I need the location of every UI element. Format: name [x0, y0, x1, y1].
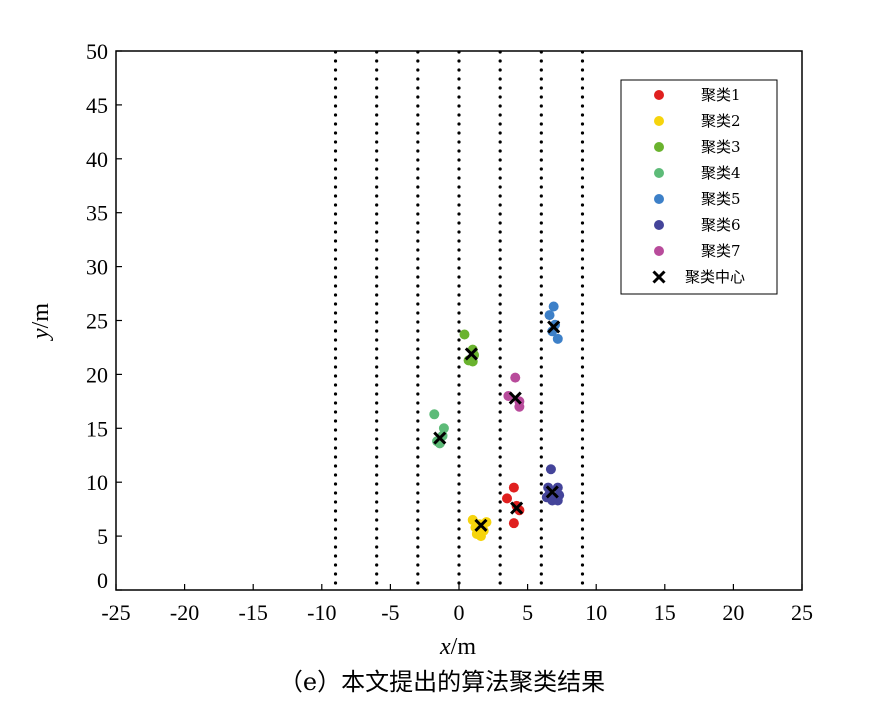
y-axis-var: y: [28, 328, 54, 341]
y-tick-label: 50: [86, 39, 108, 64]
x-tick-label: -15: [239, 600, 268, 625]
legend-box: [620, 79, 778, 295]
x-axis-var: x: [439, 634, 451, 660]
x-tick-label: 15: [654, 600, 676, 625]
y-tick-label: 45: [86, 93, 108, 118]
lane-lines: [333, 50, 585, 591]
legend-marker-2: [654, 116, 664, 126]
legend-label: 聚类1: [701, 86, 741, 104]
cluster-7-point: [510, 372, 521, 383]
cluster-center-marker: [545, 485, 559, 499]
y-tick-label: 30: [86, 255, 108, 280]
figure-caption: （e）本文提出的算法聚类结果: [278, 668, 606, 696]
legend-label: 聚类5: [701, 190, 741, 208]
cluster-6-point: [552, 495, 563, 506]
y-tick-label: 10: [86, 470, 108, 495]
legend-label: 聚类3: [701, 138, 741, 156]
cluster-center-marker: [547, 320, 561, 334]
legend-label: 聚类7: [701, 242, 741, 260]
x-tick-label: 20: [722, 600, 744, 625]
y-tick-label: 40: [86, 147, 108, 172]
x-tick-label: 10: [585, 600, 607, 625]
cluster-5-point: [552, 333, 563, 344]
y-tick-label: 20: [86, 362, 108, 387]
x-tick-label: -20: [170, 600, 199, 625]
y-axis-ticks: 0 5 10 15 20 25 30 35 40 45 50: [86, 39, 122, 593]
y-tick-label: 0: [97, 568, 108, 593]
cluster-5-point: [544, 310, 555, 321]
x-axis-label: x/m: [439, 634, 476, 660]
cluster-5-point: [548, 301, 559, 312]
x-tick-label: 0: [454, 600, 465, 625]
cluster-3-point: [459, 329, 470, 340]
cluster-4-point: [438, 423, 449, 434]
cluster-2-point: [481, 517, 492, 528]
x-axis-unit: /m: [451, 634, 477, 660]
cluster-4-point: [429, 409, 440, 420]
cluster-center-marker: [508, 391, 522, 405]
legend-label: 聚类6: [701, 216, 741, 234]
x-tick-label: -5: [381, 600, 399, 625]
y-tick-label: 5: [97, 524, 108, 549]
legend-marker-4: [654, 168, 664, 178]
cluster-center-marker: [510, 501, 524, 515]
cluster-center-marker: [474, 518, 488, 532]
cluster-1-point: [502, 493, 513, 504]
cluster-center-marker: [464, 347, 478, 361]
legend-label: 聚类2: [701, 112, 741, 130]
y-tick-label: 15: [86, 416, 108, 441]
legend-label: 聚类4: [701, 164, 741, 182]
legend-marker-6: [654, 220, 664, 230]
cluster-center-marker: [433, 431, 447, 445]
scatter-chart: -25 -20 -15 -10 -5 0 5 10 15 20 25 0 5 10 15 20 25 30 35 4…: [28, 39, 813, 660]
x-tick-label: 25: [791, 600, 813, 625]
cluster-6-point: [545, 464, 556, 475]
legend: 聚类1 聚类2 聚类3 聚类4 聚类5 聚类6 聚类7 聚类中心: [620, 79, 778, 295]
x-tick-label: -25: [101, 600, 130, 625]
y-tick-label: 35: [86, 201, 108, 226]
legend-marker-7: [654, 246, 664, 256]
data-points: [429, 301, 565, 542]
y-axis-unit: /m: [28, 303, 54, 329]
x-tick-label: 5: [522, 600, 533, 625]
legend-marker-3: [654, 142, 664, 152]
cluster-1-point: [508, 482, 519, 493]
cluster-2-point: [475, 531, 486, 542]
legend-marker-center: [652, 270, 666, 284]
y-axis-label: y/m: [28, 303, 54, 341]
cluster-1-point: [508, 518, 519, 529]
legend-marker-1: [654, 90, 664, 100]
legend-label: 聚类中心: [685, 268, 745, 286]
legend-marker-5: [654, 194, 664, 204]
x-tick-label: -10: [307, 600, 336, 625]
y-tick-label: 25: [86, 309, 108, 334]
cluster-7-point: [514, 401, 525, 412]
x-axis-ticks: -25 -20 -15 -10 -5 0 5 10 15 20 25: [101, 584, 813, 625]
